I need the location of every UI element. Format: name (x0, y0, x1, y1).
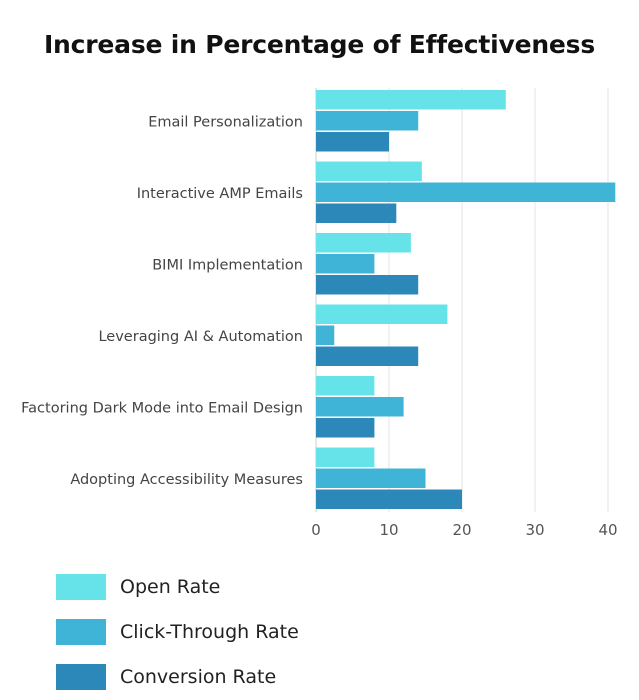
legend-label: Conversion Rate (120, 665, 277, 688)
bar-chart: Email Personalization Interactive AMP Ema… (21, 88, 618, 539)
legend-swatch-open-rate (56, 573, 106, 600)
x-tick-label: 0 (311, 521, 321, 539)
bar-conversion-rate (316, 203, 397, 223)
bar-conversion-rate (316, 275, 419, 295)
bar-click-through-rate (316, 397, 404, 417)
legend-item-conversion-rate: Conversion Rate (56, 654, 299, 699)
legend-item-click-through-rate: Click-Through Rate (56, 609, 299, 654)
x-tick-label: 20 (452, 521, 471, 539)
legend-swatch-conversion-rate (56, 663, 106, 690)
bar-conversion-rate (316, 489, 462, 509)
legend-item-open-rate: Open Rate (56, 564, 299, 609)
category-label: Interactive AMP Emails (137, 186, 303, 202)
bar-open-rate (316, 447, 375, 467)
bar-click-through-rate (316, 468, 426, 488)
x-tick-label: 40 (598, 521, 617, 539)
gridlines (315, 88, 609, 512)
category-label: Adopting Accessibility Measures (70, 472, 303, 488)
legend: Open Rate Click-Through Rate Conversion … (56, 564, 299, 699)
legend-label: Open Rate (120, 575, 221, 598)
bar-conversion-rate (316, 132, 389, 152)
x-tick-labels: 0 10 20 30 40 (311, 521, 617, 539)
bar-open-rate (316, 161, 422, 181)
bar-click-through-rate (316, 254, 375, 274)
category-label: Factoring Dark Mode into Email Design (21, 401, 303, 417)
legend-swatch-click-through-rate (56, 618, 106, 645)
bar-click-through-rate (316, 111, 419, 131)
x-tick-label: 30 (525, 521, 544, 539)
chart-title: Increase in Percentage of Effectiveness (43, 30, 596, 59)
category-label: Email Personalization (148, 115, 303, 131)
bars (316, 90, 616, 509)
bar-conversion-rate (316, 418, 375, 438)
bar-click-through-rate (316, 325, 335, 345)
category-label: Leveraging AI & Automation (98, 329, 303, 345)
category-label: BIMI Implementation (152, 258, 303, 274)
bar-open-rate (316, 304, 448, 324)
bar-click-through-rate (316, 182, 616, 202)
bar-open-rate (316, 90, 506, 110)
bar-open-rate (316, 233, 411, 253)
legend-label: Click-Through Rate (120, 620, 299, 643)
bar-open-rate (316, 376, 375, 396)
x-tick-label: 10 (379, 521, 398, 539)
category-labels: Email Personalization Interactive AMP Ema… (21, 115, 303, 489)
bar-conversion-rate (316, 346, 419, 366)
